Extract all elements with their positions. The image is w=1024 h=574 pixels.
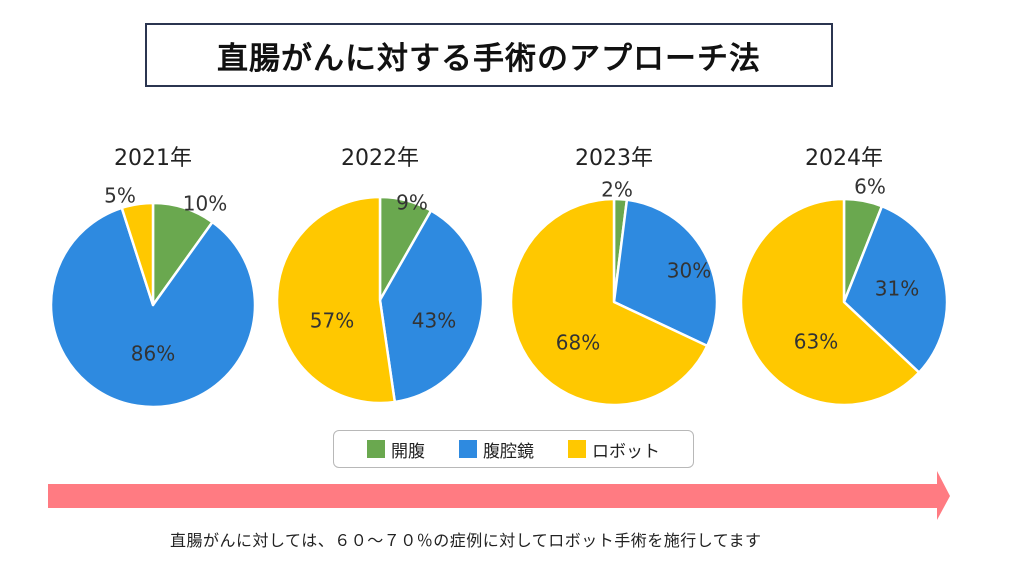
data-label-laparoscopic: 86% xyxy=(131,342,175,366)
legend-item-laparoscopic: 腹腔鏡 xyxy=(459,437,534,462)
pie-slice-robot xyxy=(739,197,921,407)
pie-slice-laparoscopic xyxy=(842,204,949,374)
pie-slice-robot xyxy=(120,201,155,307)
pie-slice-robot xyxy=(275,195,397,405)
legend-label-open: 開腹 xyxy=(391,441,425,462)
pie-slice-robot xyxy=(509,197,709,407)
pie-slice-laparoscopic xyxy=(378,209,485,404)
data-label-open: 9% xyxy=(396,191,428,215)
data-label-laparoscopic: 31% xyxy=(875,277,919,301)
pie-title: 2023年 xyxy=(575,146,653,171)
data-label-robot: 63% xyxy=(794,330,838,354)
legend-item-open: 開腹 xyxy=(367,437,425,462)
data-label-open: 2% xyxy=(601,178,633,202)
pie-chart-1: 2022年 9% 43% 57% xyxy=(275,146,485,405)
legend-swatch-robot xyxy=(568,440,586,458)
data-label-laparoscopic: 43% xyxy=(412,309,456,333)
legend-swatch-laparoscopic xyxy=(459,440,477,458)
caption-text: 直腸がんに対しては、６０～７０％の症例に対してロボット手術を施行してます xyxy=(170,531,762,550)
pie-slice-laparoscopic xyxy=(612,198,719,348)
legend-item-robot: ロボット xyxy=(568,437,660,462)
pie-slice-laparoscopic xyxy=(49,206,257,409)
pie-title: 2024年 xyxy=(805,146,883,171)
pie-charts: 2021年10%86%5%2022年9%43%57%2023年2%30%68%2… xyxy=(49,146,949,409)
data-label-open: 6% xyxy=(854,175,886,199)
legend-label-laparoscopic: 腹腔鏡 xyxy=(483,441,534,462)
legend-label-robot: ロボット xyxy=(592,441,660,462)
title-box: 直腸がんに対する手術のアプローチ法 xyxy=(145,23,833,87)
data-label-robot: 68% xyxy=(556,331,600,355)
pie-chart-2: 2023年 2% 30% 68% xyxy=(509,146,719,407)
page-title: 直腸がんに対する手術のアプローチ法 xyxy=(217,40,761,77)
data-label-robot: 57% xyxy=(310,309,354,333)
data-label-robot: 5% xyxy=(104,184,136,208)
legend-swatch-open xyxy=(367,440,385,458)
pie-chart-0: 2021年 10% 86% 5% xyxy=(49,146,257,409)
data-label-laparoscopic: 30% xyxy=(667,259,711,283)
pie-chart-3: 2024年 6% 31% 63% xyxy=(739,146,949,407)
legend: 開腹 腹腔鏡 ロボット xyxy=(333,430,694,468)
pie-title: 2022年 xyxy=(341,146,419,171)
data-label-open: 10% xyxy=(183,192,227,216)
right-arrow-icon xyxy=(48,471,950,520)
pie-title: 2021年 xyxy=(114,146,192,171)
